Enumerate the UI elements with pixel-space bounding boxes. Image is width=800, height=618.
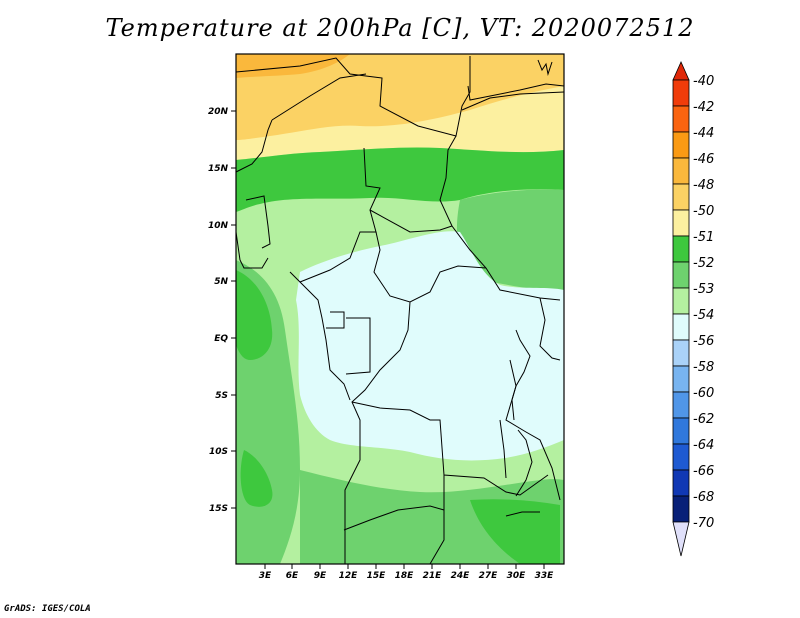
colorbar-label: -50 — [693, 204, 714, 219]
colorbar-top-arrow — [672, 61, 690, 81]
colorbar-label: -51 — [693, 230, 714, 245]
colorbar-swatch-minus56 — [672, 339, 690, 367]
field-band-minus48 — [236, 54, 564, 140]
temperature-field — [236, 54, 564, 564]
lat-labels: 20N 15N 10N 5N EQ 5S 10S 15S — [208, 107, 229, 514]
lon-label-12e: 12E — [339, 571, 359, 581]
lon-label-9e: 9E — [314, 571, 327, 581]
lat-label-10s: 10S — [209, 447, 228, 457]
colorbar-label: -46 — [693, 152, 714, 167]
field-band-minus52 — [236, 147, 564, 212]
lon-axis — [264, 564, 545, 569]
colorbar-swatch-minus53 — [672, 287, 690, 315]
colorbar-label: -58 — [693, 360, 714, 375]
colorbar-label: -64 — [693, 438, 714, 453]
colorbar-label: -54 — [693, 308, 714, 323]
colorbar-swatch-minus52 — [672, 261, 690, 289]
lon-labels: 3E 6E 9E 12E 15E 18E 21E 24E 27E 30E 33E — [259, 571, 554, 581]
colorbar-label: -66 — [693, 464, 714, 479]
colorbar: -40 -42 -44 -46 -48 -50 -51 -52 -53 -54 … — [672, 61, 714, 557]
lat-label-15s: 15S — [209, 504, 228, 514]
lon-label-18e: 18E — [395, 571, 415, 581]
lon-label-21e: 21E — [423, 571, 443, 581]
colorbar-swatch-minus44 — [672, 131, 690, 159]
colorbar-label: -48 — [693, 178, 714, 193]
colorbar-label: -62 — [693, 412, 714, 427]
map-frame — [235, 53, 565, 565]
colorbar-bottom-arrow — [672, 521, 690, 557]
lon-label-15e: 15E — [367, 571, 387, 581]
colorbar-swatch-minus54 — [672, 313, 690, 341]
grads-credit: GrADS: IGES/COLA — [4, 604, 91, 614]
field-patch-sw-minus52 — [240, 450, 273, 507]
lon-label-6e: 6E — [286, 571, 299, 581]
lon-label-3e: 3E — [259, 571, 272, 581]
colorbar-swatch-minus68 — [672, 495, 690, 523]
lon-label-30e: 30E — [507, 571, 527, 581]
colorbar-swatch-minus48 — [672, 183, 690, 211]
colorbar-swatch-minus60 — [672, 391, 690, 419]
lon-label-27e: 27E — [479, 571, 499, 581]
field-band-minus46 — [236, 54, 350, 78]
lon-label-24e: 24E — [451, 571, 471, 581]
field-core-minus54 — [296, 231, 564, 461]
colorbar-label: -70 — [693, 516, 714, 531]
field-patch-southeast-minus52 — [470, 499, 560, 564]
lat-axis — [231, 110, 236, 509]
country-borders — [235, 56, 565, 565]
map-title: Temperature at 200hPa [C], VT: 202007251… — [105, 14, 695, 42]
colorbar-swatch-minus50 — [672, 209, 690, 237]
colorbar-label: -42 — [693, 100, 714, 115]
lat-label-eq: EQ — [214, 334, 228, 344]
colorbar-swatch-minus46 — [672, 157, 690, 185]
colorbar-swatch-minus51 — [672, 235, 690, 263]
lat-label-5s: 5S — [215, 391, 228, 401]
colorbar-label: -44 — [693, 126, 714, 141]
colorbar-label: -53 — [693, 282, 714, 297]
colorbar-label: -68 — [693, 490, 714, 505]
lon-label-33e: 33E — [535, 571, 555, 581]
colorbar-swatch-minus58 — [672, 365, 690, 393]
lat-label-5n: 5N — [214, 277, 228, 287]
colorbar-label: -60 — [693, 386, 714, 401]
colorbar-label: -56 — [693, 334, 714, 349]
colorbar-label: -52 — [693, 256, 714, 271]
lat-label-15n: 15N — [208, 164, 229, 174]
colorbar-swatch-minus66 — [672, 469, 690, 497]
field-patch-west-minus52 — [236, 270, 273, 360]
colorbar-swatch-minus40 — [672, 79, 690, 107]
lat-label-10n: 10N — [208, 221, 229, 231]
coastline — [299, 59, 553, 421]
colorbar-label: -40 — [693, 74, 714, 89]
colorbar-swatch-minus42 — [672, 105, 690, 133]
colorbar-swatch-minus62 — [672, 417, 690, 445]
lat-label-20n: 20N — [208, 107, 229, 117]
colorbar-swatch-minus64 — [672, 443, 690, 471]
